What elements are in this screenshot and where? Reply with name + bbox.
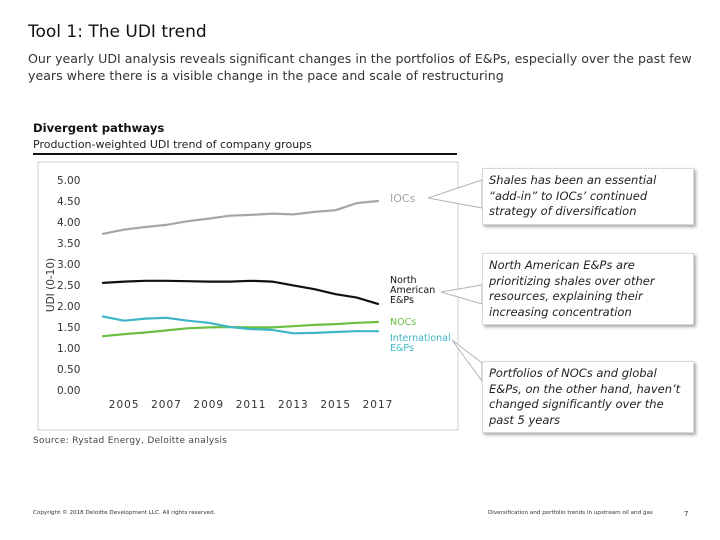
- footer-doc-title: Diversification and portfolio trends in …: [488, 510, 653, 516]
- y-tick-label: 3.00: [57, 259, 80, 271]
- y-axis-label: UDI (0-10): [45, 258, 57, 312]
- x-tick-label: 2005: [109, 399, 140, 411]
- x-tick-label: 2007: [151, 399, 182, 411]
- footer-copyright: Copyright © 2018 Deloitte Development LL…: [33, 510, 216, 516]
- y-tick-label: 2.50: [57, 280, 80, 292]
- y-tick-label: 1.50: [57, 322, 80, 334]
- y-tick-label: 3.50: [57, 238, 80, 250]
- x-tick-label: 2017: [363, 399, 394, 411]
- x-tick-label: 2011: [236, 399, 267, 411]
- x-tick-label: 2015: [320, 399, 351, 411]
- series-label: E&Ps: [390, 295, 414, 306]
- y-tick-label: 4.00: [57, 217, 80, 229]
- chart-title-rule: [33, 153, 457, 155]
- callout-connector-1: [427, 179, 483, 209]
- callout-nocs-global-eps: Portfolios of NOCs and global E&Ps, on t…: [482, 361, 694, 433]
- y-tick-label: 2.00: [57, 301, 80, 313]
- series-label: E&Ps: [390, 343, 414, 354]
- x-tick-label: 2009: [193, 399, 224, 411]
- callout-connector-3: [451, 339, 483, 383]
- series-label: North: [390, 275, 417, 286]
- callout-iocs: Shales has been an essential “add-in” to…: [482, 168, 694, 225]
- source-note: Source: Rystad Energy, Deloitte analysis: [33, 436, 228, 446]
- y-tick-label: 0.50: [57, 364, 80, 376]
- series-line-north-american-e-ps: [101, 279, 380, 305]
- series-label: NOCs: [390, 317, 416, 328]
- x-tick-label: 2013: [278, 399, 309, 411]
- series-label: International: [390, 333, 451, 344]
- slide-title: Tool 1: The UDI trend: [28, 22, 207, 42]
- callout-connector-2: [440, 284, 483, 305]
- slide-subtitle: Our yearly UDI analysis reveals signific…: [28, 51, 692, 83]
- footer-page-number: 7: [684, 510, 689, 518]
- series-line-iocs: [101, 199, 380, 235]
- y-tick-label: 4.50: [57, 196, 80, 208]
- series-line-international-e-ps: [101, 315, 380, 335]
- y-tick-label: 1.00: [57, 343, 80, 355]
- chart-subtitle: Production-weighted UDI trend of company…: [33, 138, 312, 151]
- series-label: IOCs: [390, 192, 416, 205]
- y-tick-label: 0.00: [57, 385, 80, 397]
- callout-north-american-eps: North American E&Ps are prioritizing sha…: [482, 253, 694, 325]
- chart-title: Divergent pathways: [33, 121, 165, 135]
- series-label: American: [390, 285, 435, 296]
- y-tick-label: 5.00: [57, 175, 80, 187]
